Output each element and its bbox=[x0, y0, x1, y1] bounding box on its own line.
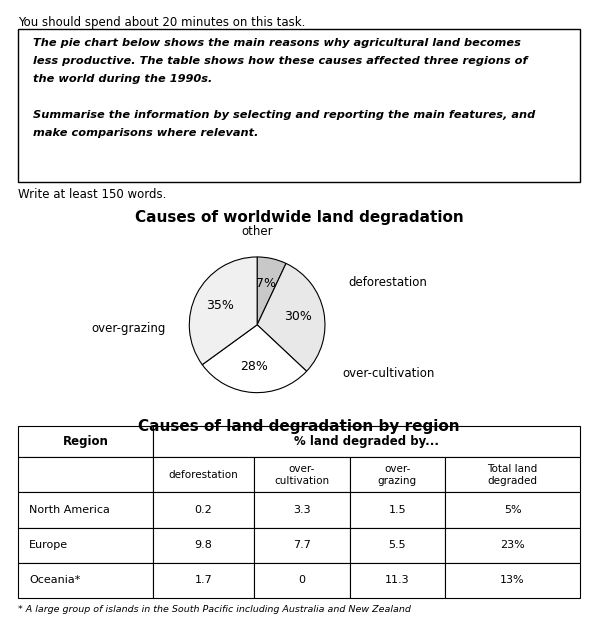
Bar bbox=[153, 426, 580, 457]
Bar bbox=[350, 563, 445, 598]
Text: Region: Region bbox=[62, 435, 108, 448]
Text: 23%: 23% bbox=[501, 540, 525, 550]
Bar bbox=[445, 493, 580, 527]
Text: 11.3: 11.3 bbox=[385, 575, 410, 586]
Bar bbox=[18, 527, 153, 563]
Text: 13%: 13% bbox=[501, 575, 525, 586]
Bar bbox=[153, 493, 254, 527]
Bar bbox=[445, 457, 580, 493]
Bar bbox=[254, 563, 350, 598]
Bar bbox=[254, 527, 350, 563]
Text: North America: North America bbox=[29, 505, 110, 515]
Bar bbox=[153, 527, 254, 563]
Text: 7.7: 7.7 bbox=[293, 540, 311, 550]
Text: less productive. The table shows how these causes affected three regions of: less productive. The table shows how the… bbox=[33, 56, 527, 67]
Bar bbox=[18, 563, 153, 598]
Text: Total land
degraded: Total land degraded bbox=[487, 463, 538, 486]
Wedge shape bbox=[257, 264, 325, 371]
Text: deforestation: deforestation bbox=[349, 276, 428, 289]
Text: % land degraded by...: % land degraded by... bbox=[294, 435, 439, 448]
Bar bbox=[153, 563, 254, 598]
Text: Causes of worldwide land degradation: Causes of worldwide land degradation bbox=[135, 210, 463, 225]
Text: over-cultivation: over-cultivation bbox=[342, 367, 434, 380]
Text: 30%: 30% bbox=[285, 310, 312, 323]
Wedge shape bbox=[257, 257, 286, 325]
Bar bbox=[254, 493, 350, 527]
Bar bbox=[445, 527, 580, 563]
Text: Oceania*: Oceania* bbox=[29, 575, 81, 586]
Wedge shape bbox=[190, 257, 257, 365]
Text: 1.7: 1.7 bbox=[194, 575, 212, 586]
Text: 7%: 7% bbox=[257, 277, 276, 291]
Text: * A large group of islands in the South Pacific including Australia and New Zeal: * A large group of islands in the South … bbox=[18, 605, 411, 614]
Text: the world during the 1990s.: the world during the 1990s. bbox=[33, 74, 212, 84]
Bar bbox=[350, 493, 445, 527]
Text: over-
grazing: over- grazing bbox=[378, 463, 417, 486]
Bar bbox=[445, 563, 580, 598]
Text: 1.5: 1.5 bbox=[389, 505, 406, 515]
Bar bbox=[350, 527, 445, 563]
Text: deforestation: deforestation bbox=[169, 470, 239, 480]
Text: over-
cultivation: over- cultivation bbox=[274, 463, 329, 486]
Bar bbox=[153, 457, 254, 493]
Bar bbox=[350, 457, 445, 493]
Bar bbox=[18, 493, 153, 527]
Text: 5%: 5% bbox=[504, 505, 521, 515]
Text: The pie chart below shows the main reasons why agricultural land becomes: The pie chart below shows the main reaso… bbox=[33, 38, 521, 49]
Text: Europe: Europe bbox=[29, 540, 68, 550]
Text: 35%: 35% bbox=[206, 300, 234, 312]
Text: make comparisons where relevant.: make comparisons where relevant. bbox=[33, 128, 258, 138]
Text: Causes of land degradation by region: Causes of land degradation by region bbox=[138, 419, 460, 434]
Bar bbox=[18, 457, 153, 493]
Text: Summarise the information by selecting and reporting the main features, and: Summarise the information by selecting a… bbox=[33, 110, 535, 120]
Text: 0.2: 0.2 bbox=[194, 505, 212, 515]
Text: Write at least 150 words.: Write at least 150 words. bbox=[18, 188, 166, 201]
Text: 9.8: 9.8 bbox=[194, 540, 212, 550]
Text: 0: 0 bbox=[298, 575, 306, 586]
Text: You should spend about 20 minutes on this task.: You should spend about 20 minutes on thi… bbox=[18, 16, 306, 29]
Text: 5.5: 5.5 bbox=[389, 540, 406, 550]
Text: other: other bbox=[242, 225, 273, 237]
Bar bbox=[18, 426, 153, 457]
Bar bbox=[254, 457, 350, 493]
Text: 3.3: 3.3 bbox=[293, 505, 310, 515]
Wedge shape bbox=[202, 325, 307, 392]
Text: over-grazing: over-grazing bbox=[91, 322, 166, 335]
Text: 28%: 28% bbox=[240, 360, 269, 373]
